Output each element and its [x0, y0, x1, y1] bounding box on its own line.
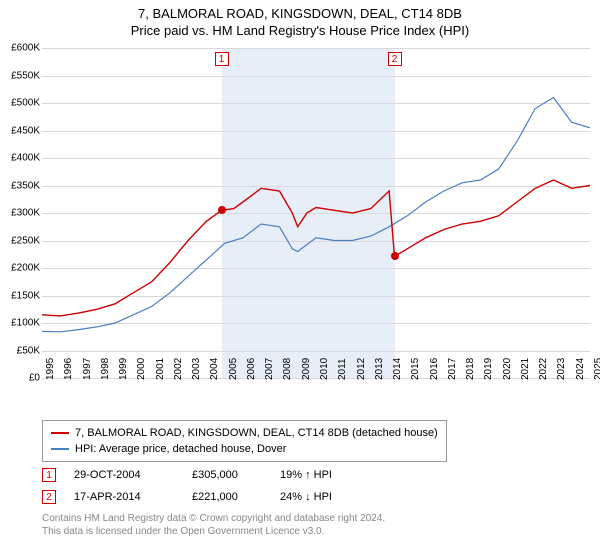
sale-marker-dot-1 [218, 206, 226, 214]
y-tick-label: £550K [0, 70, 40, 81]
legend-row-price-paid: 7, BALMORAL ROAD, KINGSDOWN, DEAL, CT14 … [51, 425, 438, 441]
footer-line2: This data is licensed under the Open Gov… [42, 525, 385, 538]
chart-container: 7, BALMORAL ROAD, KINGSDOWN, DEAL, CT14 … [0, 0, 600, 560]
y-tick-label: £450K [0, 125, 40, 136]
sale-marker-2: 2 [42, 490, 56, 504]
line-layer [42, 48, 590, 378]
footer-line1: Contains HM Land Registry data © Crown c… [42, 512, 385, 525]
chart-area: £0£50K£100K£150K£200K£250K£300K£350K£400… [42, 48, 590, 408]
legend-label: 7, BALMORAL ROAD, KINGSDOWN, DEAL, CT14 … [75, 425, 438, 441]
sale-marker-1: 1 [42, 468, 56, 482]
sale-marker-box-2: 2 [388, 52, 402, 66]
y-tick-label: £150K [0, 290, 40, 301]
sale-marker-box-1: 1 [215, 52, 229, 66]
legend-row-hpi: HPI: Average price, detached house, Dove… [51, 441, 438, 457]
sale-delta: 24% ↓ HPI [280, 491, 360, 503]
sale-row-1: 1 29-OCT-2004 £305,000 19% ↑ HPI [42, 464, 360, 486]
sale-date: 29-OCT-2004 [74, 469, 174, 481]
y-tick-label: £350K [0, 180, 40, 191]
legend-swatch-red [51, 432, 69, 434]
legend-label: HPI: Average price, detached house, Dove… [75, 441, 286, 457]
y-tick-label: £300K [0, 208, 40, 219]
title-block: 7, BALMORAL ROAD, KINGSDOWN, DEAL, CT14 … [0, 0, 600, 38]
sale-delta: 19% ↑ HPI [280, 469, 360, 481]
y-tick-label: £500K [0, 98, 40, 109]
y-tick-label: £100K [0, 318, 40, 329]
y-tick-label: £250K [0, 235, 40, 246]
title-address: 7, BALMORAL ROAD, KINGSDOWN, DEAL, CT14 … [0, 6, 600, 21]
legend-swatch-blue [51, 448, 69, 450]
series-hpi [42, 98, 590, 332]
sale-rows: 1 29-OCT-2004 £305,000 19% ↑ HPI 2 17-AP… [42, 464, 360, 508]
x-tick-label: 2025 [593, 358, 600, 380]
title-subtitle: Price paid vs. HM Land Registry's House … [0, 23, 600, 38]
plot-region: £0£50K£100K£150K£200K£250K£300K£350K£400… [42, 48, 590, 378]
sale-date: 17-APR-2014 [74, 491, 174, 503]
sale-row-2: 2 17-APR-2014 £221,000 24% ↓ HPI [42, 486, 360, 508]
sale-price: £221,000 [192, 491, 262, 503]
footer: Contains HM Land Registry data © Crown c… [42, 512, 385, 538]
y-tick-label: £200K [0, 263, 40, 274]
y-tick-label: £0 [0, 373, 40, 384]
series-price_paid [42, 180, 590, 316]
sale-marker-dot-2 [391, 252, 399, 260]
y-tick-label: £50K [0, 345, 40, 356]
y-tick-label: £600K [0, 43, 40, 54]
sale-price: £305,000 [192, 469, 262, 481]
legend: 7, BALMORAL ROAD, KINGSDOWN, DEAL, CT14 … [42, 420, 447, 462]
y-tick-label: £400K [0, 153, 40, 164]
